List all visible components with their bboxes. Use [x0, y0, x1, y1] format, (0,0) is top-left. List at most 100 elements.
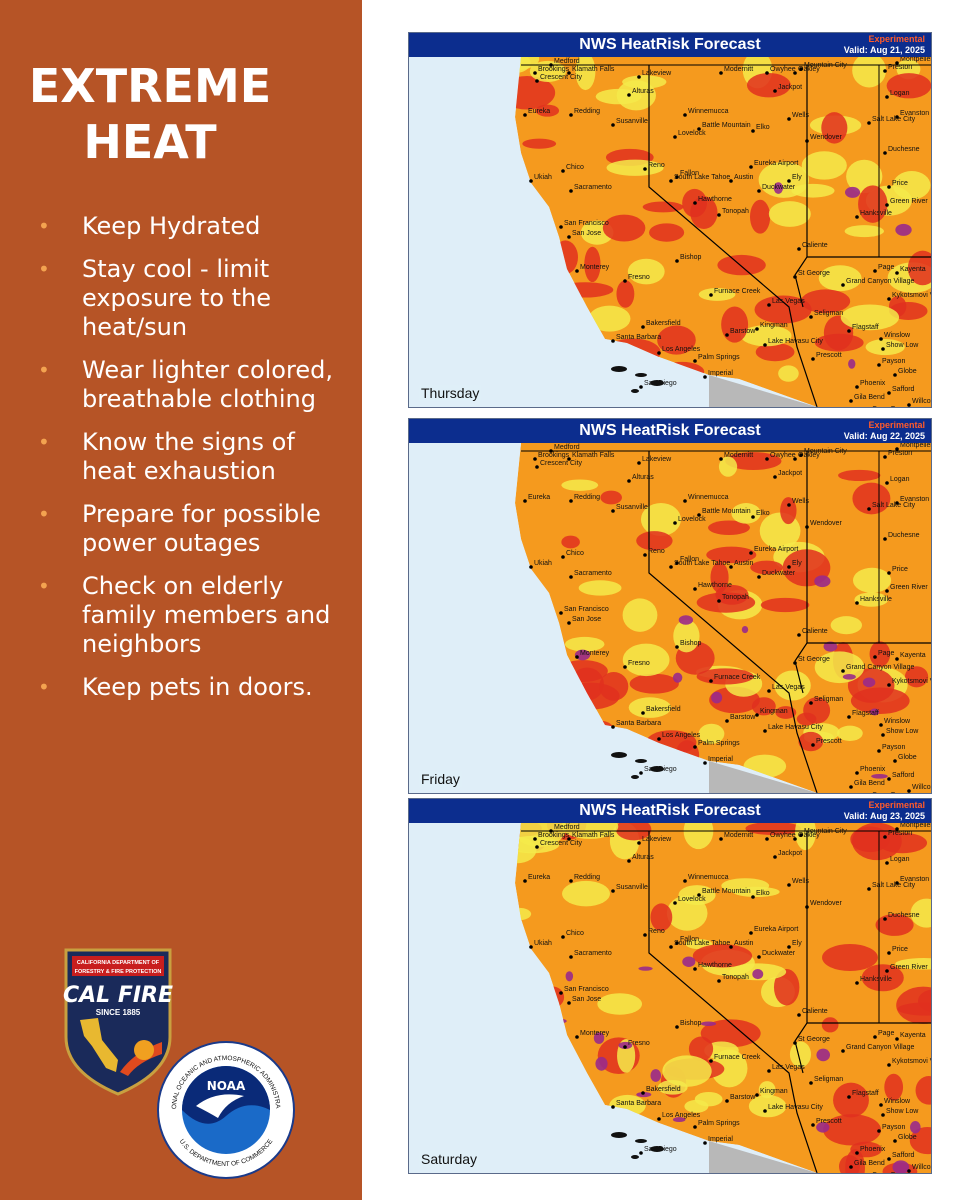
city-dot — [873, 1035, 877, 1039]
city-dot — [773, 89, 777, 93]
city-label: Globe — [898, 754, 917, 761]
bullet-icon: • — [38, 574, 50, 598]
risk-patch — [535, 104, 560, 117]
list-item: • Stay cool - limit exposure to the heat/… — [38, 255, 338, 342]
city-dot — [611, 339, 615, 343]
risk-patch — [562, 880, 610, 907]
city-dot — [529, 565, 533, 569]
risk-patch — [760, 597, 810, 613]
city-dot — [675, 561, 679, 565]
city-label: Wells — [792, 878, 809, 885]
city-label: San Francisco — [564, 220, 609, 227]
city-label: St George — [798, 270, 830, 277]
experimental-label: Experimental — [868, 420, 925, 430]
extreme-patch — [816, 1122, 830, 1133]
city-dot — [887, 683, 891, 687]
tip-text: Prepare for possible power outages — [82, 500, 321, 557]
city-label: Winslow — [884, 1098, 911, 1105]
city-dot — [809, 315, 813, 319]
city-dot — [673, 521, 677, 525]
risk-patch — [791, 183, 835, 198]
city-dot — [887, 297, 891, 301]
city-label: Tonopah — [722, 974, 749, 981]
city-dot — [523, 879, 527, 883]
city-label: Tonopah — [722, 594, 749, 601]
extreme-patch — [862, 677, 876, 688]
city-label: Green River — [890, 584, 928, 591]
city-dot — [895, 447, 899, 451]
city-label: Duchesne — [888, 146, 920, 153]
city-dot — [569, 879, 573, 883]
city-label: Oakley — [798, 66, 820, 73]
risk-patch — [694, 1091, 723, 1107]
risk-patch — [814, 333, 864, 352]
extreme-patch — [700, 1021, 717, 1027]
noaa-name: NOAA — [207, 1079, 246, 1093]
city-dot — [575, 269, 579, 273]
city-label: Klamath Falls — [572, 66, 615, 73]
city-dot — [895, 271, 899, 275]
extreme-patch — [892, 1160, 910, 1173]
island — [631, 1155, 639, 1159]
city-dot — [567, 235, 571, 239]
city-label: Bakersfield — [646, 706, 681, 713]
mexico-area — [709, 375, 817, 407]
city-label: Las Vegas — [772, 298, 805, 305]
experimental-label: Experimental — [868, 34, 925, 44]
city-label: Monterey — [580, 264, 610, 271]
city-dot — [867, 121, 871, 125]
city-label: Show Low — [886, 1108, 919, 1115]
city-dot — [877, 749, 881, 753]
risk-patch — [822, 944, 878, 972]
city-label: Logan — [890, 856, 910, 863]
city-dot — [841, 669, 845, 673]
map-title: NWS HeatRisk Forecast — [579, 36, 761, 53]
city-dot — [627, 859, 631, 863]
island — [611, 1132, 627, 1138]
tip-text: Stay cool - limit exposure to the heat/s… — [82, 255, 272, 341]
risk-patch — [692, 944, 753, 968]
city-dot — [683, 113, 687, 117]
risk-patch — [584, 246, 601, 283]
city-dot — [767, 303, 771, 307]
city-label: Preston — [888, 64, 912, 71]
city-label: Lakeview — [642, 70, 672, 77]
city-label: Imperial — [708, 756, 733, 763]
extreme-patch — [871, 773, 888, 779]
risk-patch — [837, 725, 863, 741]
city-dot — [885, 589, 889, 593]
heatrisk-map-saturday: NWS HeatRisk Forecast Experimental Valid… — [408, 798, 932, 1174]
city-label: Los Angeles — [662, 1112, 701, 1119]
tip-text: Check on elderly family members and neig… — [82, 572, 331, 658]
city-label: Kingman — [760, 1088, 788, 1095]
city-dot — [561, 555, 565, 559]
city-label: South Lake Tahoe — [674, 174, 730, 181]
extreme-patch — [711, 691, 723, 704]
city-label: Jackpot — [778, 470, 802, 477]
city-label: Price — [892, 566, 908, 573]
city-dot — [877, 1129, 881, 1133]
island — [650, 1146, 664, 1152]
city-label: Sacramento — [574, 184, 612, 191]
city-label: Klamath Falls — [572, 452, 615, 459]
city-dot — [725, 1099, 729, 1103]
border-line — [794, 831, 808, 1074]
city-label: Show Low — [886, 728, 919, 735]
city-dot — [811, 743, 815, 747]
city-dot — [895, 115, 899, 119]
city-label: Oakley — [798, 832, 820, 839]
city-dot — [717, 213, 721, 217]
city-label: Hanksville — [860, 596, 892, 603]
city-label: Price — [892, 180, 908, 187]
risk-patch — [673, 619, 700, 653]
city-label: San Francisco — [564, 606, 609, 613]
city-label: Monterey — [580, 1030, 610, 1037]
city-label: San Jose — [572, 996, 601, 1003]
extreme-patch — [565, 971, 574, 982]
city-label: Globe — [898, 1134, 917, 1141]
city-dot — [895, 827, 899, 831]
risk-patch — [640, 503, 681, 536]
city-dot — [799, 67, 803, 71]
